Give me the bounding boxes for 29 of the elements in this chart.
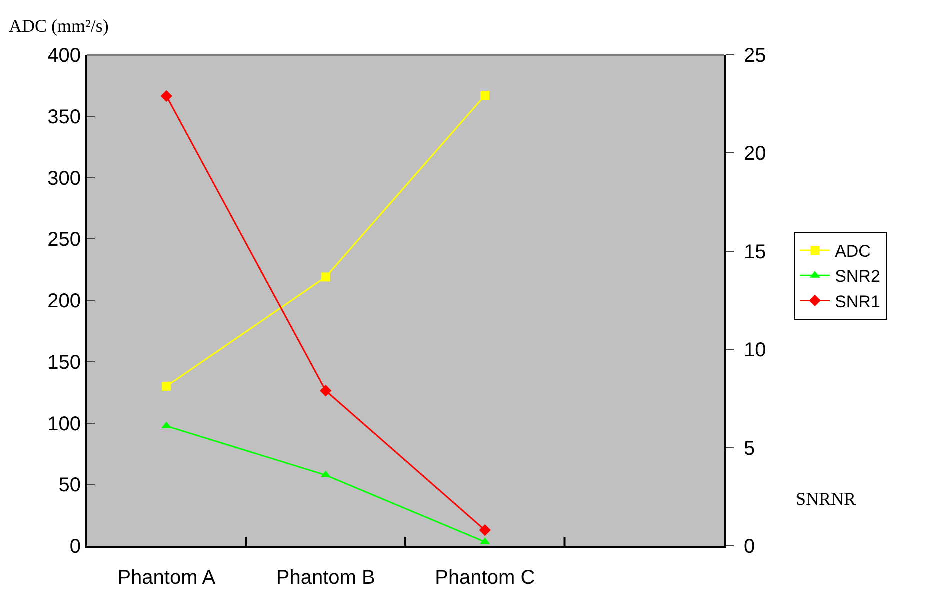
point [479, 524, 491, 536]
x-tick-label: Phantom A [118, 567, 216, 589]
y-tick-label: 250 [48, 229, 81, 252]
y-tick-label: 150 [48, 352, 81, 374]
legend-label: ADC [835, 242, 871, 262]
point [162, 382, 172, 391]
y-axis-title: ADC (mm²/s) [9, 16, 109, 36]
x-tick-label: Phantom C [435, 567, 536, 589]
y2-axis-title: SNRNR [796, 489, 856, 509]
y-tick-label: 200 [48, 290, 81, 312]
x-tick-label: Phantom B [276, 567, 376, 589]
point [480, 91, 490, 100]
y-tick-label: 350 [48, 106, 81, 128]
y-tick-label: 50 [58, 474, 81, 497]
y2-tick-label: 10 [744, 340, 766, 362]
y-tick-label: 400 [48, 45, 81, 67]
point [321, 272, 330, 282]
y2-tick-label: 5 [744, 438, 756, 460]
y2-tick-label: 25 [744, 45, 766, 67]
y2-tick-label: 15 [744, 241, 766, 264]
y2-tick-label: 0 [744, 536, 756, 558]
y-tick-label: 300 [48, 168, 81, 190]
y-tick-label: 100 [48, 413, 81, 436]
legend-label: SNR1 [835, 292, 880, 312]
legend-label: SNR2 [835, 267, 880, 286]
point [160, 90, 172, 102]
y-tick-label: 0 [70, 536, 81, 558]
y2-tick-label: 20 [744, 143, 766, 166]
point [320, 384, 332, 397]
